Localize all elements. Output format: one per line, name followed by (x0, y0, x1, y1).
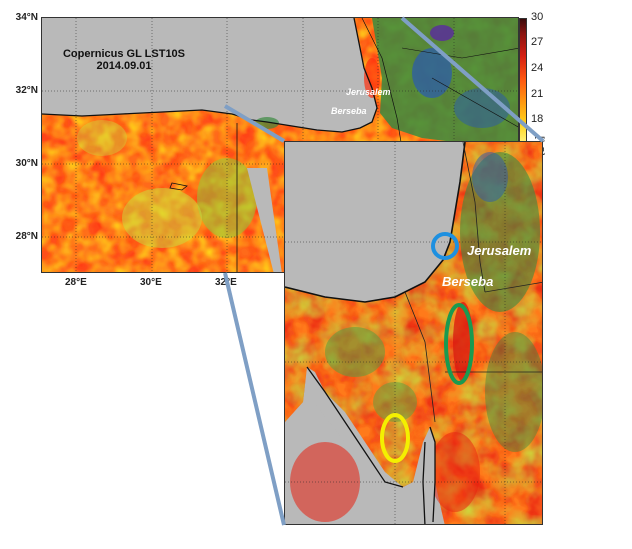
colorbar-tick-18: 18 (531, 113, 544, 125)
temperature-colorbar (519, 18, 527, 143)
lon-tick-32: 32°E (215, 277, 237, 288)
city-label-jerusalem-inset: Jerusalem (467, 243, 532, 258)
lon-tick-30: 30°E (140, 277, 162, 288)
lon-tick-28: 28°E (65, 277, 87, 288)
map-title: Copernicus GL LST10S 2014.09.01 (62, 48, 186, 72)
city-label-berseba-main: Berseba (331, 106, 367, 116)
city-label-berseba-inset: Berseba (442, 274, 494, 289)
zoom-connector-bottom (223, 272, 286, 526)
inset-lst-map (284, 141, 543, 525)
colorbar-tick-21: 21 (531, 88, 544, 100)
colorbar-tick-27: 27 (531, 36, 544, 48)
map-title-line1: Copernicus GL LST10S (62, 48, 186, 60)
lat-tick-34: 34°N (15, 12, 38, 23)
colorbar-tick-30: 30 (531, 11, 544, 23)
lat-tick-32: 32°N (15, 85, 38, 96)
colorbar-tick-24: 24 (531, 62, 544, 74)
lat-tick-28: 28°N (15, 231, 38, 242)
inset-map-svg (285, 142, 542, 524)
city-label-jerusalem-main: Jerusalem (346, 87, 391, 97)
lat-tick-30: 30°N (15, 158, 38, 169)
map-title-line2: 2014.09.01 (96, 60, 152, 72)
